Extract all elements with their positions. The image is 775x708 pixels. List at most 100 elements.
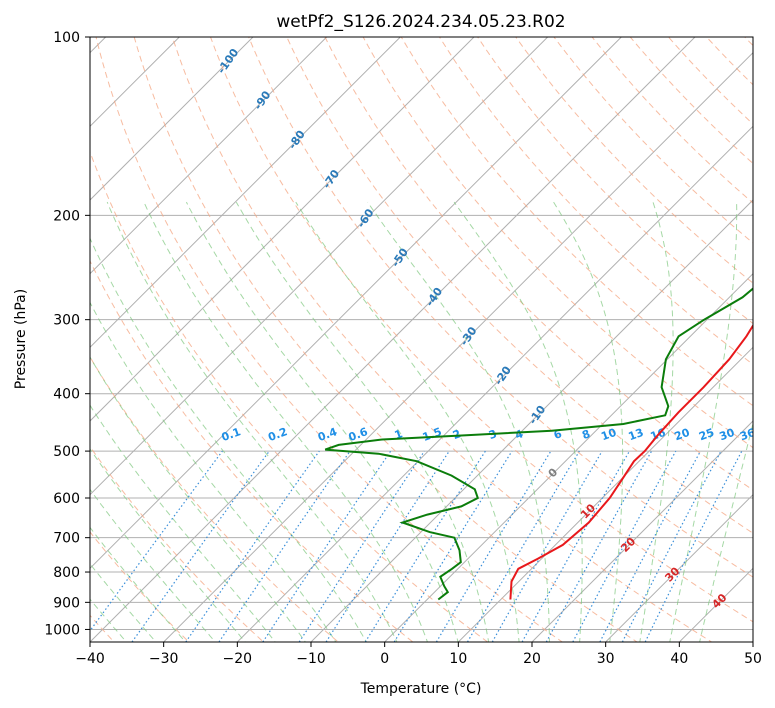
- mixing-ratio-lines: [90, 450, 743, 642]
- isotherm-line: [310, 199, 753, 642]
- x-tick-label: 20: [523, 651, 541, 667]
- isotherm-line: [90, 37, 254, 201]
- isotherm-line: [531, 420, 753, 642]
- mixing-ratio-label: 1: [393, 427, 405, 442]
- dry-adiabat-line: [133, 37, 638, 642]
- mixing-ratio-label: 0.4: [316, 425, 339, 444]
- dry-adiabats: [90, 37, 753, 642]
- moist-adiabat-line: [699, 421, 753, 642]
- mixing-ratio-line: [131, 450, 270, 642]
- isotherm-line: [90, 37, 549, 496]
- dry-adiabat-line: [591, 37, 753, 204]
- dry-adiabat-line: [171, 37, 713, 642]
- moist-adiabats: [90, 201, 753, 642]
- dry-adiabat-line: [209, 37, 753, 623]
- moist-adiabat-line: [90, 598, 128, 642]
- chart-title: wetPf2_S126.2024.234.05.23.R02: [276, 12, 565, 32]
- mixing-ratio-line: [572, 450, 677, 642]
- y-tick-label: 800: [53, 565, 80, 581]
- y-tick-label: 400: [53, 387, 80, 403]
- dry-adiabat-line: [90, 531, 190, 642]
- x-tick-label: −20: [223, 651, 253, 667]
- y-tick-label: 900: [53, 595, 80, 611]
- moist-adiabat-line: [143, 201, 429, 642]
- mixing-ratio-label: 1.5: [421, 425, 444, 444]
- mixing-ratio-label: 20: [673, 426, 692, 444]
- mixing-ratio-label: 4: [513, 427, 525, 442]
- moist-adiabat-line: [639, 201, 674, 642]
- mixing-ratio-line: [435, 450, 552, 642]
- mixing-ratio-line: [545, 450, 653, 642]
- dry-adiabat-line: [95, 37, 564, 642]
- y-tick-label: 1000: [44, 622, 80, 638]
- y-tick-label: 100: [53, 30, 80, 46]
- dry-adiabat-line: [90, 356, 339, 642]
- x-tick-label: −40: [75, 651, 105, 667]
- moist-adiabat-line: [90, 563, 157, 642]
- x-axis-label: Temperature (°C): [360, 681, 482, 697]
- mixing-ratio-label: 0.2: [266, 425, 289, 444]
- isotherm-line: [90, 37, 475, 422]
- isotherm-line: [457, 346, 753, 642]
- mixing-ratio-label: 13: [627, 426, 646, 443]
- mixing-ratio-label: 0.6: [347, 425, 370, 444]
- moist-adiabat-line: [90, 237, 367, 642]
- x-tick-label: 30: [597, 651, 615, 667]
- moist-adiabat-line: [235, 201, 490, 642]
- moist-adiabat-line: [185, 201, 459, 642]
- dry-adiabat-line: [400, 37, 753, 407]
- y-tick-label: 600: [53, 491, 80, 507]
- moist-adiabat-line: [367, 201, 550, 642]
- mixing-ratio-line: [90, 450, 223, 632]
- mixing-ratio-line: [364, 450, 486, 642]
- mixing-ratio-line: [393, 450, 513, 642]
- moist-adiabat-line: [669, 202, 738, 642]
- mixing-ratio-line: [325, 450, 450, 642]
- moist-adiabat-line: [553, 201, 624, 642]
- y-tick-label: 300: [53, 313, 80, 329]
- isotherm-line: [236, 125, 753, 642]
- dry-adiabat-line: [248, 37, 753, 578]
- moist-adiabat-line: [106, 201, 398, 642]
- dry-adiabat-line: [362, 37, 753, 449]
- x-tick-label: −30: [149, 651, 179, 667]
- dry-adiabat-line: [553, 37, 753, 244]
- moist-adiabat-line: [453, 201, 583, 642]
- mixing-ratio-line: [521, 450, 631, 642]
- y-tick-label: 200: [53, 208, 80, 224]
- dry-adiabat-line: [90, 259, 414, 642]
- dry-adiabat-line: [286, 37, 753, 534]
- mixing-ratio-line: [218, 450, 351, 642]
- y-axis-label: Pressure (hPa): [13, 289, 29, 389]
- mixing-ratio-line: [491, 450, 603, 642]
- mixing-ratio-line: [466, 450, 580, 642]
- x-tick-label: 0: [380, 651, 389, 667]
- moist-adiabat-line: [90, 301, 337, 642]
- dry-adiabat-line: [324, 37, 753, 491]
- isotherm-line: [605, 493, 753, 642]
- dewpoint-profile: [324, 287, 753, 601]
- x-axis: −40 −30 −20 −10 0 10 20 30 40 50: [75, 642, 762, 667]
- isotherm-line: [90, 37, 401, 349]
- dry-adiabat-line: [515, 37, 753, 284]
- mixing-ratio-label: 10: [599, 426, 618, 444]
- plot-area: 0.1 0.2 0.4 0.6 1 1.5 2 3 4 6 8 10 13 16 20 25 30 36-100-…: [90, 37, 757, 642]
- mixing-ratio-label: 8: [580, 427, 592, 442]
- y-axis: 100 200 300 400 500 600 700 800 900 1000: [44, 30, 90, 638]
- mixing-ratio-label: 2: [451, 427, 463, 442]
- x-tick-label: 40: [670, 651, 688, 667]
- isotherm-line: [90, 37, 622, 570]
- moist-adiabat-line: [90, 526, 187, 642]
- plot-frame: [89, 36, 754, 643]
- mixing-ratio-label: 36: [738, 426, 757, 444]
- x-tick-label: 10: [449, 651, 467, 667]
- moist-adiabat-line: [90, 488, 216, 642]
- isotherm-line: [90, 37, 328, 275]
- x-tick-label: −10: [296, 651, 326, 667]
- mixing-ratio-label: 25: [697, 426, 716, 443]
- mixing-ratio-line: [185, 450, 320, 642]
- mixing-ratio-label: 6: [552, 427, 564, 442]
- isotherm-line: [384, 272, 753, 642]
- moist-adiabat-line: [90, 356, 307, 642]
